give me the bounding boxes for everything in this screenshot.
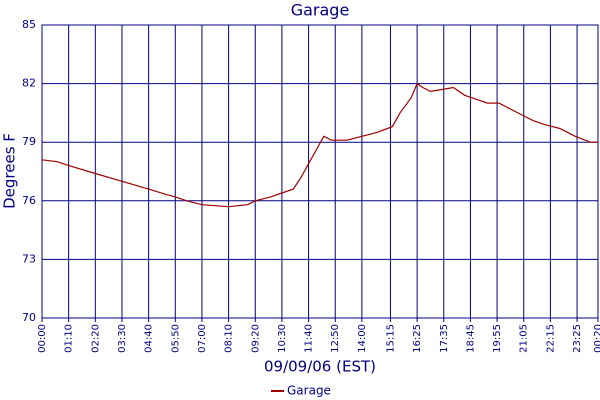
x-tick-label: 23:25 xyxy=(572,324,583,353)
x-tick-label: 12:50 xyxy=(330,324,341,353)
x-tick-label: 03:30 xyxy=(117,324,128,353)
x-tick-label: 08:10 xyxy=(224,324,235,353)
x-tick-label: 05:50 xyxy=(170,324,181,353)
x-tick-label: 14:00 xyxy=(357,324,368,353)
y-tick-label: 79 xyxy=(22,135,36,148)
x-axis-label: 09/09/06 (EST) xyxy=(264,358,376,376)
data-line xyxy=(41,82,598,208)
x-tick-label: 02:20 xyxy=(90,324,101,353)
x-tick-label: 10:30 xyxy=(277,324,288,353)
x-tick-label: 01:10 xyxy=(64,324,75,353)
y-tick-label: 73 xyxy=(22,252,36,265)
chart-title: Garage xyxy=(291,1,350,20)
plot-area xyxy=(41,24,599,319)
x-tick-label: 00:20 xyxy=(593,324,600,353)
y-tick-label: 85 xyxy=(22,18,36,31)
x-tick-label: 21:05 xyxy=(519,324,530,353)
x-tick-label: 17:35 xyxy=(439,324,450,353)
x-tick-label: 00:00 xyxy=(37,324,48,353)
y-tick-label: 70 xyxy=(22,311,36,324)
x-tick-label: 22:15 xyxy=(545,324,556,353)
x-tick-label: 18:45 xyxy=(465,324,476,353)
x-tick-label: 04:40 xyxy=(144,324,155,353)
legend-label: Garage xyxy=(287,384,331,398)
x-tick-label: 15:15 xyxy=(385,324,396,353)
x-tick-label: 16:25 xyxy=(412,324,423,353)
y-axis-label: Degrees F xyxy=(1,133,19,209)
y-tick-label: 76 xyxy=(22,194,36,207)
y-tick-label: 82 xyxy=(22,77,36,90)
x-tick-label: 19:55 xyxy=(492,324,503,353)
x-tick-label: 11:40 xyxy=(304,324,315,353)
x-tick-label: 09:20 xyxy=(250,324,261,353)
x-tick-label: 07:00 xyxy=(197,324,208,353)
